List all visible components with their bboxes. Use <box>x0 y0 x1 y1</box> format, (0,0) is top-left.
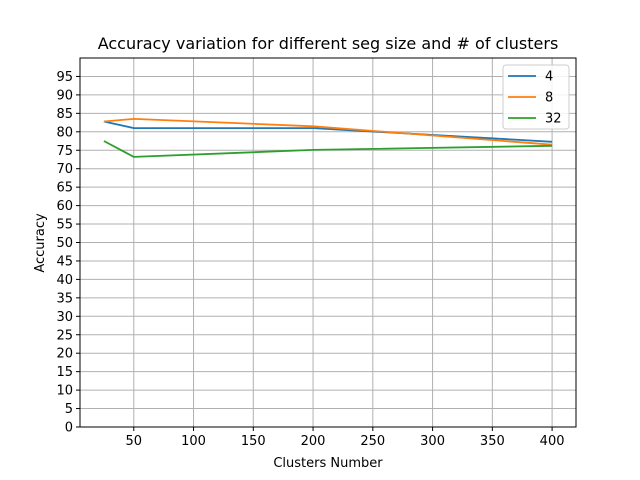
x-tick-label: 50 <box>126 434 143 449</box>
x-tick-label: 200 <box>301 434 326 449</box>
y-tick-label: 10 <box>56 384 73 399</box>
y-tick-label: 55 <box>56 218 73 233</box>
y-tick-label: 70 <box>56 162 73 177</box>
y-tick-label: 5 <box>65 402 73 417</box>
y-tick-label: 0 <box>65 421 73 436</box>
y-tick-label: 15 <box>56 365 73 380</box>
x-tick-label: 400 <box>540 434 565 449</box>
y-tick-label: 85 <box>56 107 73 122</box>
x-axis-title: Clusters Number <box>273 456 383 471</box>
x-tick-label: 100 <box>181 434 206 449</box>
x-tick-label: 150 <box>241 434 266 449</box>
y-tick-label: 35 <box>56 291 73 306</box>
series-line-32 <box>103 140 553 158</box>
y-tick-label: 40 <box>56 273 73 288</box>
legend-label: 8 <box>545 91 553 106</box>
y-tick-label: 50 <box>56 236 73 251</box>
legend: 4 8 32 <box>502 64 570 130</box>
y-tick-label: 20 <box>56 347 73 362</box>
y-tick-label: 90 <box>56 88 73 103</box>
series-lines <box>103 118 553 158</box>
x-tick-label: 300 <box>420 434 445 449</box>
y-tick-label: 95 <box>56 70 73 85</box>
y-tick-label: 60 <box>56 199 73 214</box>
y-tick-label: 30 <box>56 310 73 325</box>
x-tick-label: 350 <box>480 434 505 449</box>
y-tick-label: 75 <box>56 144 73 159</box>
legend-label: 4 <box>545 70 553 85</box>
legend-label: 32 <box>545 112 562 127</box>
axis-ticks: 50 100 150 200 250 300 350 400 0 5 10 15 20 25 30 35 40 4… <box>56 70 564 449</box>
y-tick-label: 25 <box>56 328 73 343</box>
x-tick-label: 250 <box>360 434 385 449</box>
series-line-8 <box>103 118 553 146</box>
y-tick-label: 65 <box>56 181 73 196</box>
y-tick-label: 80 <box>56 125 73 140</box>
chart-title: Accuracy variation for different seg siz… <box>98 34 559 53</box>
y-axis-title: Accuracy <box>33 213 48 273</box>
y-tick-label: 45 <box>56 254 73 269</box>
grid <box>80 58 576 428</box>
plot-area-frame <box>79 57 577 428</box>
